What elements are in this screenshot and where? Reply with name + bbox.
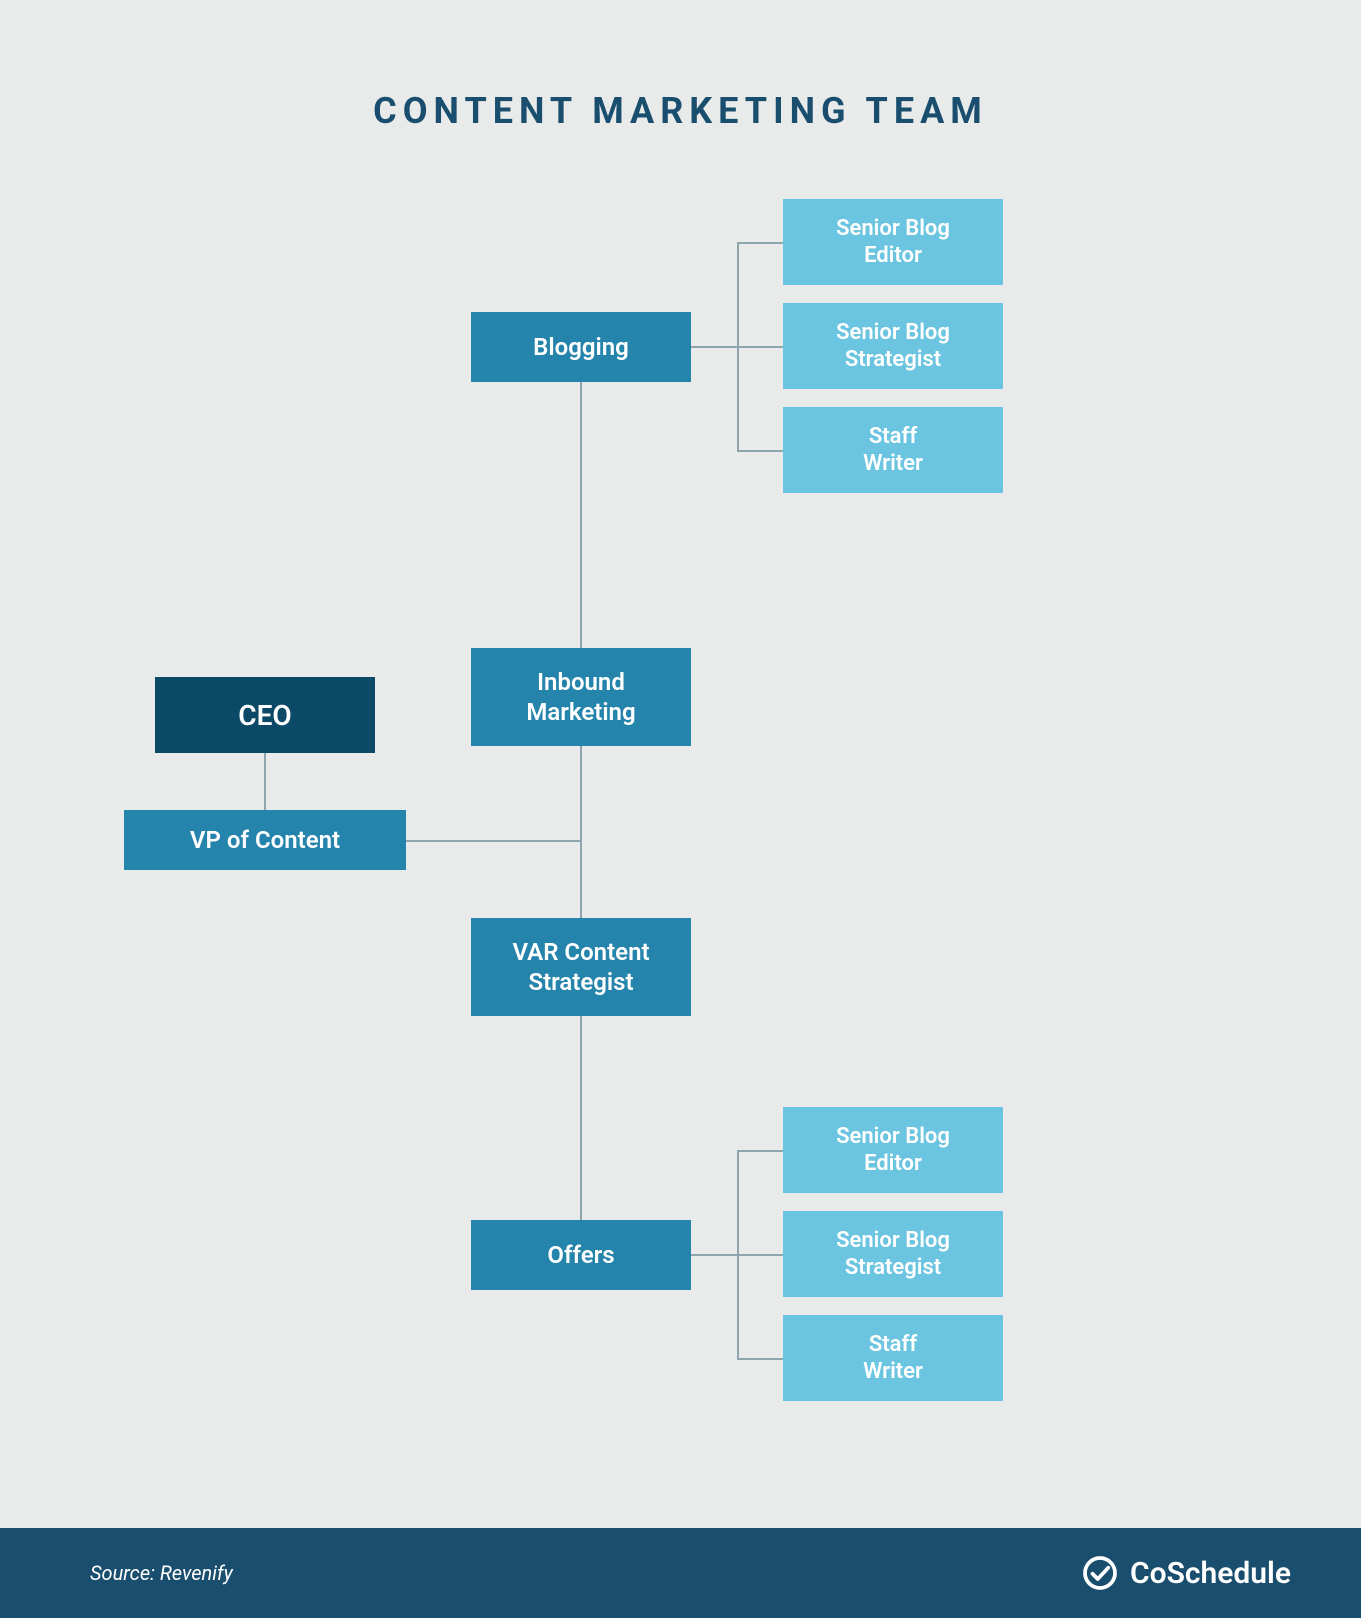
- node-b-editor: Senior BlogEditor: [783, 199, 1003, 285]
- node-vp: VP of Content: [124, 810, 406, 870]
- org-chart-canvas: CONTENT MARKETING TEAM CEO VP of Content B…: [0, 0, 1361, 1618]
- brand-logo: CoSchedule: [1082, 1555, 1291, 1591]
- node-ceo: CEO: [155, 677, 375, 753]
- node-blogging: Blogging: [471, 312, 691, 382]
- edge: [264, 753, 266, 810]
- node-var: VAR ContentStrategist: [471, 918, 691, 1016]
- node-b-writer: StaffWriter: [783, 407, 1003, 493]
- coschedule-icon: [1082, 1555, 1118, 1591]
- edge: [580, 746, 582, 918]
- edge: [737, 1358, 783, 1360]
- source-prefix: Source:: [90, 1561, 160, 1585]
- node-offers: Offers: [471, 1220, 691, 1290]
- edge: [737, 1150, 783, 1152]
- edge: [580, 1016, 582, 1220]
- edge: [737, 450, 783, 452]
- brand-name: CoSchedule: [1130, 1556, 1291, 1591]
- footer-bar: Source: Revenify CoSchedule: [0, 1528, 1361, 1618]
- node-o-strat: Senior BlogStrategist: [783, 1211, 1003, 1297]
- node-b-strat: Senior BlogStrategist: [783, 303, 1003, 389]
- source-name: Revenify: [160, 1561, 233, 1585]
- edge: [737, 242, 783, 244]
- edges-layer: [0, 0, 1361, 1618]
- edge: [737, 346, 783, 348]
- edge: [406, 840, 580, 842]
- chart-title: CONTENT MARKETING TEAM: [0, 90, 1361, 132]
- node-o-writer: StaffWriter: [783, 1315, 1003, 1401]
- edge: [580, 382, 582, 648]
- node-inbound: InboundMarketing: [471, 648, 691, 746]
- edge: [737, 1254, 783, 1256]
- source-attribution: Source: Revenify: [90, 1561, 233, 1585]
- node-o-editor: Senior BlogEditor: [783, 1107, 1003, 1193]
- edge: [691, 346, 737, 348]
- edge: [691, 1254, 737, 1256]
